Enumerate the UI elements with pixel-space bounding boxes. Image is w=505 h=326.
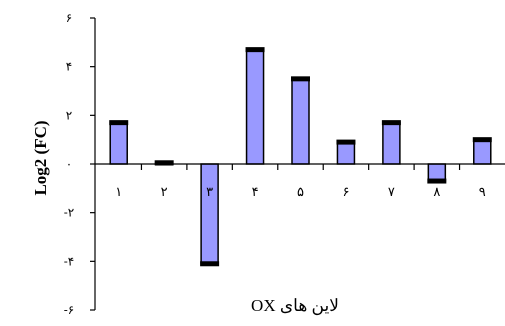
bar bbox=[291, 78, 310, 165]
x-axis: ۱ ۲ ۳ ۴ ۵ ۶ ۷ ۸ ۹ bbox=[95, 163, 505, 200]
bar bbox=[245, 48, 265, 165]
bars bbox=[109, 47, 492, 267]
x-tick-label: ۳ bbox=[206, 185, 213, 200]
error-bar bbox=[472, 137, 492, 143]
error-bar bbox=[427, 178, 447, 184]
y-tick-label: ۲ bbox=[66, 108, 72, 122]
bar bbox=[336, 141, 356, 165]
y-tick-label: -۶ bbox=[64, 303, 75, 317]
x-axis-label: لاین های OX bbox=[251, 296, 339, 316]
x-tick-label: ۵ bbox=[297, 185, 304, 200]
x-tick-label: ۲ bbox=[161, 185, 168, 200]
error-bar bbox=[200, 261, 220, 267]
x-tick-label: ۱ bbox=[115, 185, 122, 200]
bar bbox=[427, 163, 447, 182]
x-tick-label: ۹ bbox=[479, 185, 486, 200]
bar bbox=[200, 163, 219, 265]
error-bar bbox=[109, 120, 129, 126]
bar bbox=[382, 121, 401, 165]
error-bar bbox=[154, 160, 174, 166]
x-tick-label: ۷ bbox=[388, 185, 395, 200]
error-bar bbox=[381, 120, 401, 126]
error-bar bbox=[245, 47, 265, 53]
x-tick-label: ۶ bbox=[342, 185, 349, 200]
y-tick-label: ۶ bbox=[66, 11, 72, 25]
x-tick-label: ۸ bbox=[433, 185, 440, 200]
bar bbox=[473, 138, 492, 165]
error-bar bbox=[291, 76, 310, 82]
y-tick-label: ۰ bbox=[66, 157, 72, 171]
y-axis: ۶ ۴ ۲ ۰ -۲ -۴ -۶ bbox=[64, 11, 96, 317]
y-axis-label: Log2 (FC) bbox=[31, 120, 50, 195]
error-bar bbox=[336, 139, 356, 145]
x-tick-label: ۴ bbox=[252, 185, 259, 200]
y-tick-label: ۴ bbox=[66, 60, 72, 74]
bar bbox=[109, 121, 128, 165]
y-tick-label: -۴ bbox=[64, 254, 75, 268]
y-tick-label: -۲ bbox=[64, 206, 75, 220]
